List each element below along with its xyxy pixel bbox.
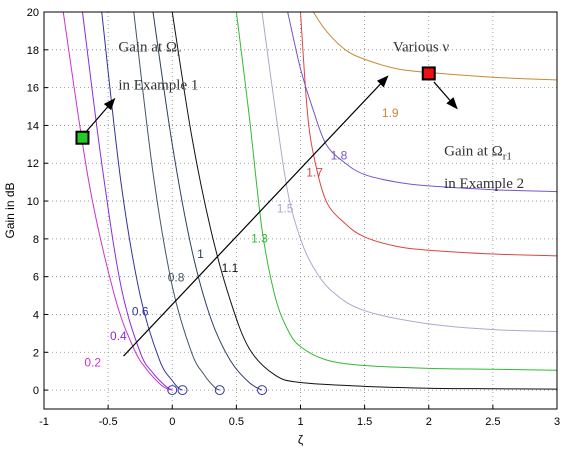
x-axis-label: ζ <box>298 433 304 447</box>
curve-nu-1.5 <box>261 12 557 332</box>
x-tick-label: 2.5 <box>485 416 500 428</box>
annotation-gain-example2: Gain at Ωr1 <box>444 144 512 163</box>
curve-nu-1.3 <box>235 12 557 371</box>
annotation-gain-example1-sub: r <box>177 47 181 59</box>
curve-nu-0.4 <box>81 12 173 391</box>
x-tick-label: 1.5 <box>357 416 372 428</box>
x-tick-label: 0.5 <box>229 416 244 428</box>
square-marker <box>75 130 90 145</box>
arrows <box>84 75 458 357</box>
annotation-example1-line2: in Example 1 <box>118 78 198 94</box>
annotation-gain-example1-main: Gain at Ω <box>118 40 177 56</box>
x-tick-label: 0 <box>169 416 175 428</box>
x-tick-label: -1 <box>39 416 49 428</box>
arrow-various-nu <box>123 75 389 357</box>
curve-nu-1.9 <box>312 12 557 81</box>
annotation-example2-line2: in Example 2 <box>444 176 524 192</box>
curve-label-1.8: 1.8 <box>331 148 348 162</box>
curve-label-1.5: 1.5 <box>277 201 294 215</box>
square-marker <box>421 66 436 81</box>
circle-marker <box>214 385 225 396</box>
grid-lines <box>43 11 558 409</box>
curve-label-1.9: 1.9 <box>382 106 399 120</box>
annotation-gain-example2-sub: r1 <box>503 151 512 163</box>
plot-frame <box>43 11 558 410</box>
curve-label-0.6: 0.6 <box>132 304 149 318</box>
curve-nu-0.8 <box>133 12 220 391</box>
curve-nu-1.8 <box>287 12 557 193</box>
arrow-to-example1-label <box>84 98 116 134</box>
curve-label-1.1: 1.1 <box>222 261 239 275</box>
y-tick-label: 16 <box>27 83 39 95</box>
curve-label-0.4: 0.4 <box>110 329 127 343</box>
x-tick-label: 1 <box>297 416 303 428</box>
circle-marker <box>257 385 268 396</box>
annotation-various-nu: Various ν <box>393 40 450 56</box>
curve-labels: 0.2 0.4 0.6 0.8 1 1.1 1.3 1.5 1.7 1.8 1.9 <box>84 106 399 370</box>
y-tick-label: 0 <box>33 385 39 397</box>
annotation-gain-example2-main: Gain at Ω <box>444 144 503 160</box>
circle-marker <box>167 385 178 396</box>
curve-label-0.8: 0.8 <box>168 270 185 284</box>
y-tick-label: 12 <box>27 158 39 170</box>
curve-nu-1.1 <box>171 12 557 390</box>
curve-label-1.7: 1.7 <box>306 165 323 179</box>
y-tick-label: 20 <box>27 7 39 19</box>
curves <box>62 12 557 391</box>
curve-label-0.2: 0.2 <box>84 355 101 369</box>
circle-marker <box>177 385 188 396</box>
arrow-to-example2-label <box>433 81 458 110</box>
y-tick-label: 2 <box>33 347 39 359</box>
x-tick-label: -0.5 <box>99 416 118 428</box>
x-tick-labels: -1 -0.5 0 0.5 1 1.5 2 2.5 3 <box>39 405 560 428</box>
y-axis-label: Gain in dB <box>3 182 17 238</box>
y-tick-label: 4 <box>33 309 39 321</box>
y-tick-labels: 0 2 4 6 8 10 12 14 16 18 20 <box>27 7 48 397</box>
y-tick-label: 8 <box>33 234 39 246</box>
annotation-gain-example1: Gain at Ωr <box>118 40 181 59</box>
markers <box>75 66 436 396</box>
curve-label-1: 1 <box>197 247 204 261</box>
curve-nu-0.2 <box>62 12 173 391</box>
x-tick-label: 2 <box>426 416 432 428</box>
curve-label-1.3: 1.3 <box>251 232 268 246</box>
curve-nu-1 <box>152 12 263 391</box>
curve-nu-1.7 <box>300 12 557 257</box>
y-tick-label: 18 <box>27 45 39 57</box>
y-tick-label: 10 <box>27 196 39 208</box>
y-tick-label: 6 <box>33 272 39 284</box>
x-tick-label: 3 <box>554 416 560 428</box>
y-tick-label: 14 <box>27 120 39 132</box>
